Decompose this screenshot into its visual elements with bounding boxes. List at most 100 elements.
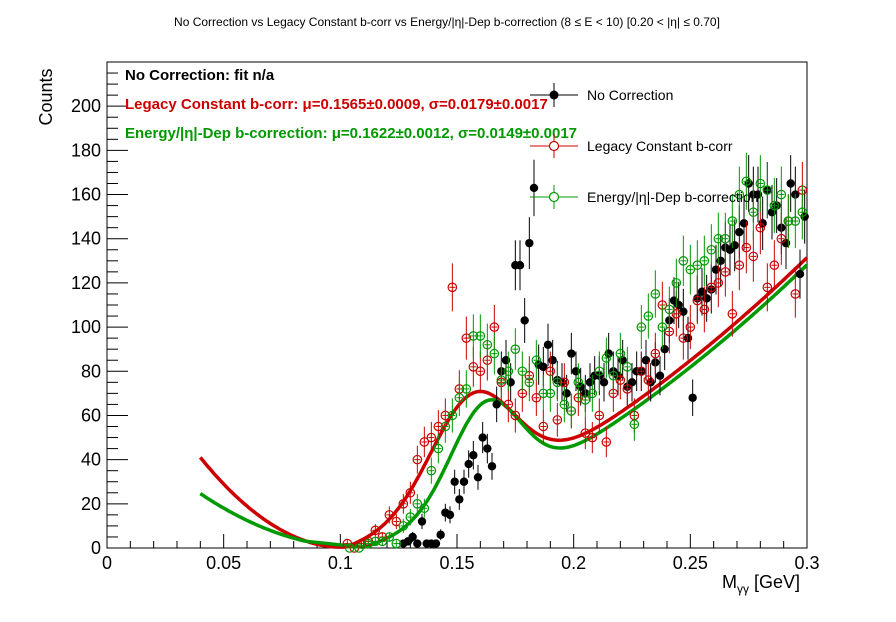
legend-marker-none	[530, 83, 578, 107]
point-energy	[615, 332, 626, 375]
y-tick-label: 120	[71, 273, 101, 293]
marker	[377, 536, 388, 547]
point-no-correction	[660, 328, 669, 371]
point-energy	[398, 518, 409, 533]
marker	[571, 367, 581, 376]
marker	[545, 388, 556, 399]
marker	[580, 428, 591, 438]
fit-result-none: No Correction: fit n/a	[125, 67, 275, 84]
point-energy	[720, 212, 731, 265]
marker	[391, 516, 402, 527]
marker	[786, 179, 795, 188]
point-no-correction	[469, 440, 478, 470]
marker	[636, 366, 647, 377]
x-tick-label: 0.2	[561, 553, 586, 573]
point-legacy	[426, 421, 437, 454]
point-energy	[440, 410, 451, 443]
point-no-correction	[786, 155, 795, 212]
marker	[671, 309, 682, 319]
fit-result-legacy: Legacy Constant b-corr: μ=0.1565±0.0009,…	[125, 96, 548, 113]
marker	[496, 375, 507, 385]
marker	[720, 233, 731, 244]
marker	[405, 512, 416, 522]
marker	[531, 355, 542, 366]
marker	[594, 366, 605, 377]
marker	[436, 530, 445, 539]
marker	[391, 538, 402, 549]
point-energy	[594, 351, 605, 392]
marker	[671, 278, 682, 288]
point-energy	[643, 293, 654, 339]
marker	[706, 244, 717, 255]
point-no-correction	[436, 529, 445, 541]
marker	[506, 378, 515, 387]
marker	[459, 477, 469, 486]
marker	[587, 388, 598, 399]
marker	[487, 462, 497, 471]
x-axis-label-main: M	[722, 572, 737, 592]
point-energy	[629, 407, 640, 441]
x-tick-label: 0.1	[328, 553, 353, 573]
marker	[510, 410, 521, 421]
point-no-correction	[567, 332, 576, 375]
point-energy	[517, 351, 528, 392]
marker	[370, 525, 381, 536]
point-energy	[734, 166, 745, 223]
point-no-correction	[450, 469, 459, 494]
marker	[741, 242, 752, 253]
point-no-correction	[655, 356, 665, 396]
marker	[461, 333, 472, 343]
marker	[615, 348, 626, 359]
point-no-correction	[627, 363, 637, 402]
marker	[727, 309, 738, 319]
point-legacy	[762, 263, 773, 312]
marker	[744, 179, 753, 188]
marker	[762, 185, 773, 195]
marker	[408, 532, 417, 542]
point-no-correction	[478, 421, 487, 454]
point-no-correction	[599, 363, 609, 402]
marker	[478, 433, 487, 442]
marker	[489, 322, 500, 332]
point-energy	[601, 337, 612, 379]
point-no-correction	[445, 506, 455, 524]
legend: No Correction Legacy Constant b-corr Ene…	[530, 83, 758, 209]
point-energy	[405, 508, 416, 526]
point-legacy	[594, 398, 605, 433]
point-energy	[755, 155, 766, 212]
point-energy	[776, 166, 787, 223]
point-no-correction	[473, 464, 483, 490]
point-energy	[706, 224, 717, 276]
fit-curve-energy	[199, 263, 809, 550]
fit-result-energy: Energy/|η|-Dep b-correction: μ=0.1622±0.…	[125, 125, 577, 142]
point-legacy	[370, 524, 381, 537]
marker	[363, 538, 374, 549]
marker	[426, 432, 437, 443]
point-energy	[762, 162, 773, 219]
marker	[622, 362, 633, 372]
point-energy	[608, 356, 619, 396]
point-energy	[622, 346, 633, 387]
point-energy	[685, 244, 696, 295]
marker	[384, 532, 395, 542]
point-energy	[482, 323, 493, 366]
marker	[713, 278, 724, 288]
point-legacy	[727, 291, 738, 337]
marker	[797, 207, 808, 218]
point-energy	[412, 493, 423, 514]
marker	[419, 503, 430, 514]
point-legacy	[538, 410, 549, 443]
marker	[685, 264, 696, 275]
marker	[734, 260, 745, 271]
point-energy	[636, 305, 647, 350]
marker	[615, 375, 626, 385]
point-energy	[741, 152, 752, 210]
marker	[473, 473, 483, 482]
marker	[643, 311, 654, 321]
marker	[636, 322, 647, 332]
point-legacy	[391, 513, 402, 530]
marker	[601, 437, 612, 447]
marker	[655, 371, 665, 380]
point-legacy	[580, 417, 591, 450]
